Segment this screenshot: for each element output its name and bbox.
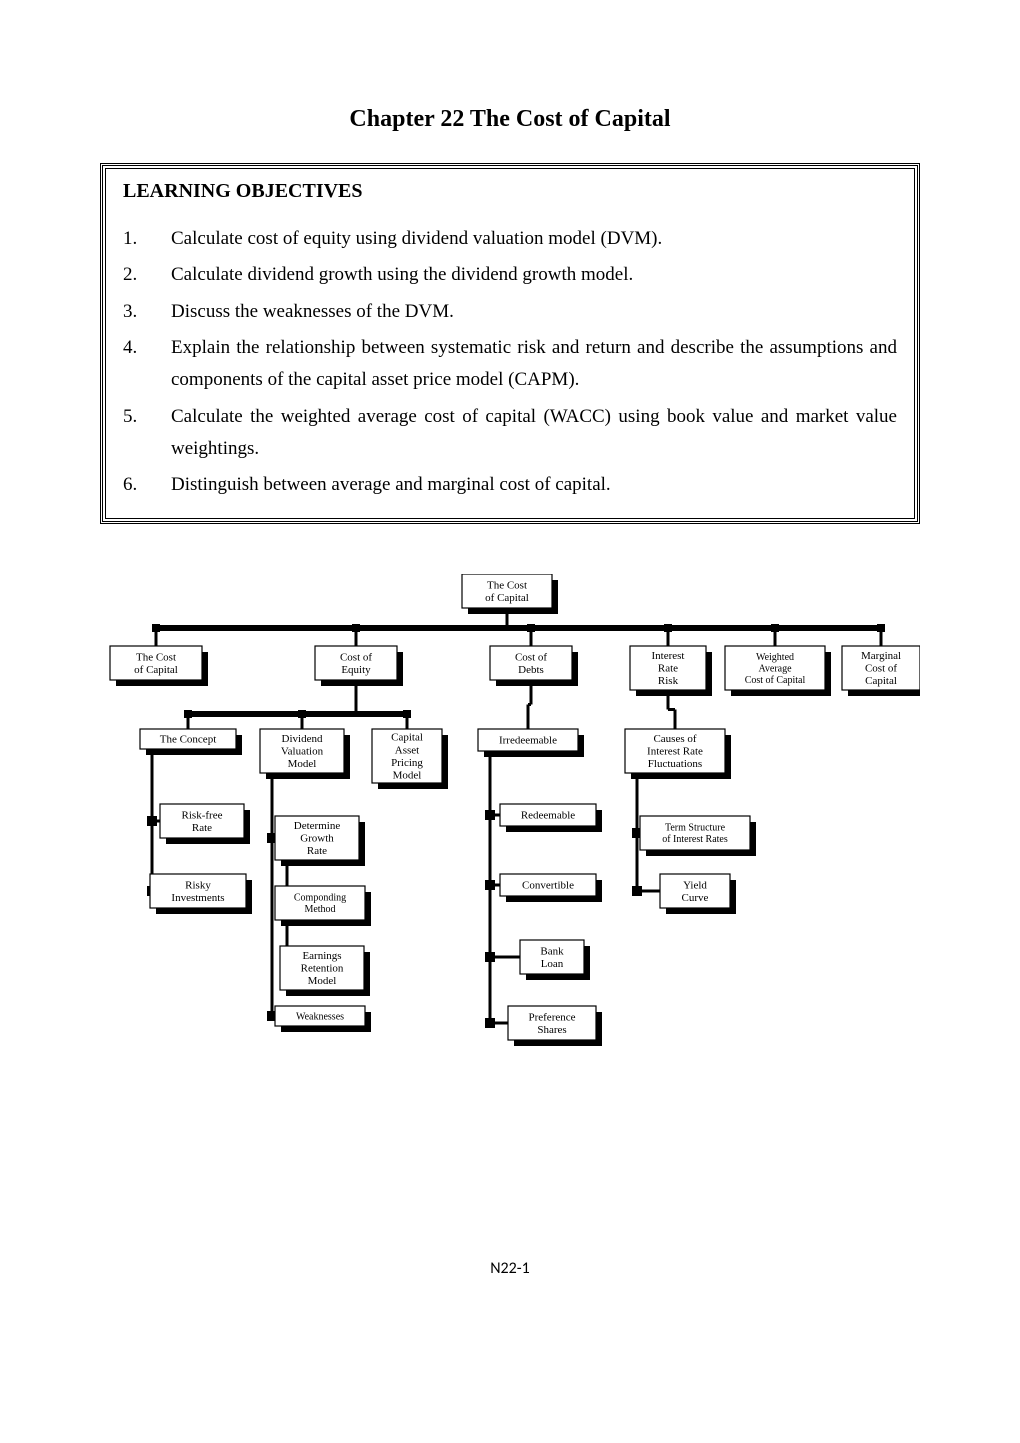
svg-text:Growth: Growth <box>300 833 334 845</box>
svg-text:Risky: Risky <box>185 880 211 892</box>
svg-text:The Cost: The Cost <box>487 580 527 592</box>
svg-text:Preference: Preference <box>528 1012 575 1024</box>
svg-text:Valuation: Valuation <box>281 746 324 758</box>
svg-text:Cost of Capital: Cost of Capital <box>745 675 806 686</box>
svg-text:Interest Rate: Interest Rate <box>647 746 703 758</box>
objective-item: 3.Discuss the weaknesses of the DVM. <box>123 296 897 328</box>
flowchart-svg: The Costof CapitalThe Costof CapitalCost… <box>100 574 920 1134</box>
svg-text:Capital: Capital <box>865 676 897 688</box>
svg-text:Dividend: Dividend <box>282 733 323 745</box>
page-number: N22-1 <box>100 1259 920 1278</box>
svg-text:Investments: Investments <box>171 892 224 904</box>
svg-text:Yield: Yield <box>683 880 707 892</box>
svg-text:Weighted: Weighted <box>756 652 794 663</box>
chapter-title: Chapter 22 The Cost of Capital <box>100 106 920 133</box>
svg-text:Weaknesses: Weaknesses <box>296 1012 344 1023</box>
objective-item: 2.Calculate dividend growth using the di… <box>123 259 897 291</box>
svg-text:of Capital: of Capital <box>134 664 178 676</box>
svg-text:Causes of: Causes of <box>653 733 696 745</box>
svg-text:Determine: Determine <box>294 820 341 832</box>
svg-text:The Concept: The Concept <box>160 734 217 746</box>
svg-text:Irredeemable: Irredeemable <box>499 735 557 747</box>
svg-text:Risk-free: Risk-free <box>182 810 223 822</box>
objectives-heading: LEARNING OBJECTIVES <box>123 180 897 203</box>
objective-item: 5.Calculate the weighted average cost of… <box>123 401 897 466</box>
svg-text:Model: Model <box>308 976 337 988</box>
learning-objectives-box: LEARNING OBJECTIVES 1.Calculate cost of … <box>100 163 920 524</box>
objective-item: 1.Calculate cost of equity using dividen… <box>123 223 897 255</box>
svg-text:Curve: Curve <box>682 892 709 904</box>
svg-text:Componding: Componding <box>294 893 346 904</box>
svg-text:Shares: Shares <box>537 1024 566 1036</box>
svg-text:Pricing: Pricing <box>391 757 423 769</box>
svg-text:Risk: Risk <box>658 676 679 688</box>
svg-text:of Capital: of Capital <box>485 592 529 604</box>
svg-text:Term Structure: Term Structure <box>665 823 726 834</box>
svg-text:Earnings: Earnings <box>302 950 341 962</box>
concept-diagram: The Costof CapitalThe Costof CapitalCost… <box>100 574 920 1139</box>
svg-text:Debts: Debts <box>518 664 544 676</box>
svg-text:Model: Model <box>288 759 317 771</box>
svg-text:Convertible: Convertible <box>522 880 574 892</box>
svg-text:of Interest Rates: of Interest Rates <box>662 834 728 845</box>
svg-text:Bank: Bank <box>540 946 564 958</box>
svg-text:Rate: Rate <box>307 846 327 858</box>
svg-text:Average: Average <box>758 664 792 675</box>
svg-text:The Cost: The Cost <box>136 652 176 664</box>
svg-text:Asset: Asset <box>395 745 419 757</box>
svg-text:Loan: Loan <box>541 958 564 970</box>
svg-text:Cost of: Cost of <box>515 652 547 664</box>
svg-text:Cost of: Cost of <box>865 663 897 675</box>
svg-text:Cost of: Cost of <box>340 652 372 664</box>
svg-text:Method: Method <box>304 904 335 915</box>
objective-item: 6.Distinguish between average and margin… <box>123 469 897 501</box>
svg-text:Fluctuations: Fluctuations <box>648 759 702 771</box>
svg-text:Capital: Capital <box>391 732 423 744</box>
svg-text:Interest: Interest <box>652 650 685 662</box>
svg-text:Model: Model <box>393 770 422 782</box>
svg-text:Equity: Equity <box>341 664 371 676</box>
svg-text:Rate: Rate <box>658 663 678 675</box>
objective-item: 4.Explain the relationship between syste… <box>123 332 897 397</box>
objectives-list: 1.Calculate cost of equity using dividen… <box>123 223 897 501</box>
svg-text:Rate: Rate <box>192 822 212 834</box>
svg-text:Marginal: Marginal <box>861 650 901 662</box>
svg-text:Retention: Retention <box>301 963 344 975</box>
svg-text:Redeemable: Redeemable <box>521 810 575 822</box>
